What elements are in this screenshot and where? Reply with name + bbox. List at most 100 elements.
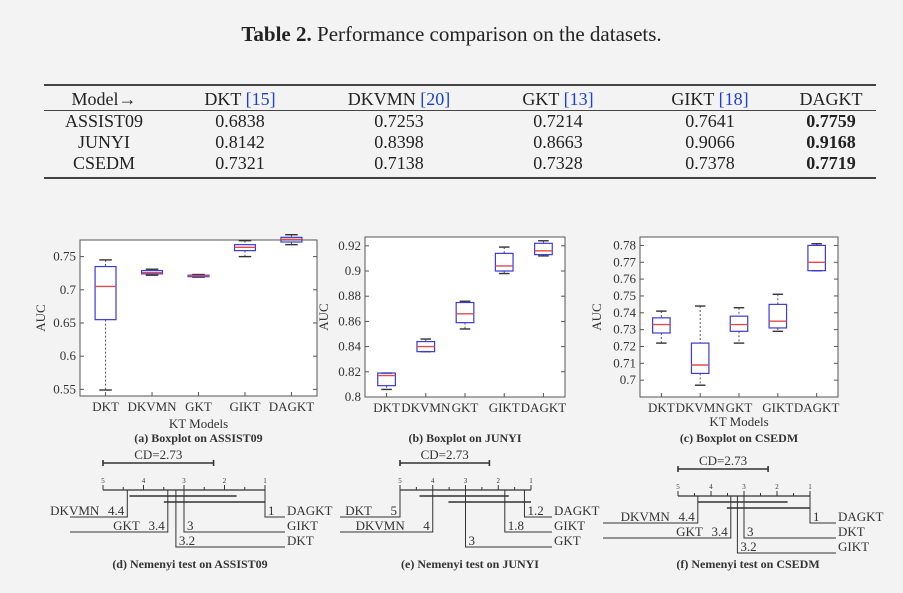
cd-label: CD=2.73 xyxy=(699,453,747,468)
model-name: DAGKT xyxy=(554,503,600,518)
auc-value: 0.7641 xyxy=(685,111,735,131)
rank-value: 3.2 xyxy=(179,533,195,548)
rank-value: 3 xyxy=(187,518,194,533)
rank-tick-label: 5 xyxy=(676,483,680,491)
model-name: DAGKT xyxy=(838,509,884,524)
x-tick-label: GKT xyxy=(726,400,753,415)
rank-tick-label: 1 xyxy=(529,477,533,485)
caption-tag: (a) xyxy=(134,431,151,445)
rank-value: 3.4 xyxy=(149,518,166,533)
caption-text: Nemenyi test on ASSIST09 xyxy=(130,557,268,571)
cd-label: CD=2.73 xyxy=(134,447,182,462)
x-tick-label: GIKT xyxy=(229,399,260,414)
y-tick-label: 0.6 xyxy=(60,348,77,363)
rank-line xyxy=(736,496,836,554)
figure-caption: (b) Boxplot on JUNYI xyxy=(408,431,521,445)
rank-tick-label: 4 xyxy=(709,483,713,491)
figure-caption: (d) Nemenyi test on ASSIST09 xyxy=(112,557,267,571)
header-dkvmn: DKVMN [20] xyxy=(316,84,482,111)
dataset-name: ASSIST09 xyxy=(64,111,144,131)
caption-text: Boxplot on CSEDM xyxy=(696,431,798,445)
header-model-name: DAGKT xyxy=(799,88,863,109)
box xyxy=(729,315,749,332)
auc-value: 0.6838 xyxy=(215,111,265,131)
caption-tag: (b) xyxy=(408,431,426,445)
x-tick-label: DAGKT xyxy=(269,399,315,414)
cd-diagram: CD=2.73 5 4 3 2 1 4.4 DKVMN 3.4 GKT 1 DAGKT 3 GIKT 3.2… xyxy=(50,447,332,571)
citation-link[interactable]: [15] xyxy=(245,88,276,109)
rank-line xyxy=(743,496,836,539)
model-name: GIKT xyxy=(287,518,318,533)
rank-line xyxy=(175,490,285,548)
plot-area xyxy=(639,236,839,398)
header-model-name: DKVMN xyxy=(347,88,416,109)
header-dkt: DKT [15] xyxy=(164,84,316,111)
caption-tag: (d) xyxy=(112,557,130,571)
dataset-name: CSEDM xyxy=(44,153,164,179)
rank-line xyxy=(504,490,552,533)
x-tick-label: DKVMN xyxy=(401,400,451,415)
citation-link[interactable]: [13] xyxy=(563,88,594,109)
rank-value: 4.4 xyxy=(679,509,696,524)
cd-diagram: CD=2.73 5 4 3 2 1 4.4 DKVMN 3.4 GKT 1 DAGKT 3 DKT 3.2 G… xyxy=(603,453,884,571)
rank-tick-label: 4 xyxy=(142,477,146,485)
model-name: GIKT xyxy=(838,539,869,554)
model-name: GIKT xyxy=(554,518,585,533)
table-caption-label: Table 2. xyxy=(241,22,312,46)
rank-line xyxy=(340,490,401,518)
rank-line xyxy=(465,490,552,548)
y-axis-label: AUC xyxy=(589,303,604,330)
rank-value: 3 xyxy=(747,524,754,539)
caption-text: Boxplot on ASSIST09 xyxy=(151,431,262,445)
auc-value: 0.9168 xyxy=(806,132,856,152)
rank-value: 4 xyxy=(423,518,430,533)
rank-line xyxy=(264,490,285,518)
citation-link[interactable]: [18] xyxy=(718,88,749,109)
x-tick-label: GKT xyxy=(452,400,479,415)
header-model-name: GIKT xyxy=(671,88,715,109)
auc-value: 0.8142 xyxy=(215,132,265,152)
table-row: JUNYI 0.8142 0.8398 0.8663 0.9066 0.9168 xyxy=(44,132,876,153)
table-caption: Table 2. Performance comparison on the d… xyxy=(0,22,903,47)
model-name: DKVMN xyxy=(50,503,100,518)
header-gikt: GIKT [18] xyxy=(634,84,786,111)
x-tick-label: DKVMN xyxy=(127,399,177,414)
y-tick-label: 0.72 xyxy=(613,338,636,353)
model-name: GKT xyxy=(676,524,703,539)
x-axis-label: KT Models xyxy=(709,414,768,429)
model-name: DKVMN xyxy=(356,518,406,533)
y-tick-label: 0.86 xyxy=(338,313,361,328)
y-axis-label: AUC xyxy=(33,304,48,331)
auc-value: 0.7759 xyxy=(806,111,856,131)
y-tick-label: 0.71 xyxy=(613,355,636,370)
figure-caption: (a) Boxplot on ASSIST09 xyxy=(134,431,262,445)
rank-tick-label: 2 xyxy=(775,483,779,491)
model-name: GKT xyxy=(554,533,581,548)
plot-area xyxy=(79,239,318,397)
auc-value: 0.7321 xyxy=(164,153,316,179)
performance-table: Model→ DKT [15] DKVMN [20] GKT [13] GIKT [1… xyxy=(44,84,876,179)
model-name: DKVMN xyxy=(621,509,671,524)
auc-value: 0.7138 xyxy=(316,153,482,179)
figure-caption: (e) Nemenyi test on JUNYI xyxy=(401,557,539,571)
rank-tick-label: 3 xyxy=(464,477,468,485)
auc-value: 0.9066 xyxy=(685,132,735,152)
auc-value: 0.7214 xyxy=(533,111,583,131)
rank-line xyxy=(70,490,128,518)
caption-text: Boxplot on JUNYI xyxy=(426,431,522,445)
box xyxy=(690,342,710,375)
x-tick-label: GKT xyxy=(185,399,212,414)
y-tick-label: 0.78 xyxy=(613,237,636,252)
rank-value: 3.4 xyxy=(712,524,729,539)
y-tick-label: 0.73 xyxy=(613,322,636,337)
rank-line xyxy=(70,490,169,533)
box xyxy=(768,303,788,329)
rank-tick-label: 5 xyxy=(398,477,402,485)
boxplot-chart: 0.55 0.6 0.65 0.7 0.75 DKT DKVMN GKT GIKT DAGKT AU… xyxy=(33,233,318,445)
caption-text: Nemenyi test on JUNYI xyxy=(417,557,539,571)
citation-link[interactable]: [20] xyxy=(420,88,451,109)
x-tick-label: DKT xyxy=(373,400,400,415)
x-tick-label: DKT xyxy=(648,400,675,415)
rank-value: 1.8 xyxy=(508,518,524,533)
